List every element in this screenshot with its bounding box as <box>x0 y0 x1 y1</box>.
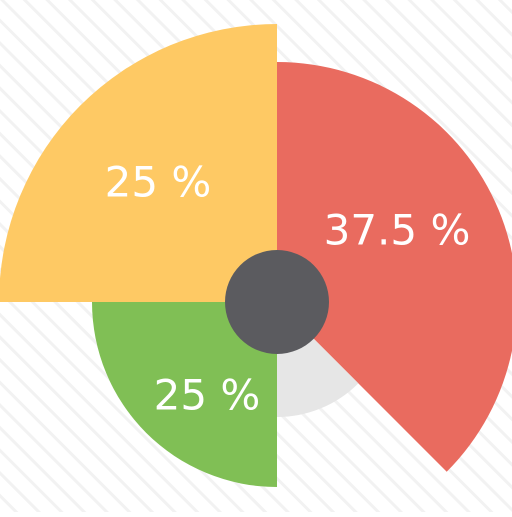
slice-label: 25 % <box>154 371 261 420</box>
center-hub <box>225 250 329 354</box>
slice-label: 37.5 % <box>324 206 471 255</box>
pie-slice <box>277 62 512 472</box>
slice-label: 25 % <box>105 158 212 207</box>
pie-slice <box>92 302 277 487</box>
pie-slice <box>0 24 277 302</box>
